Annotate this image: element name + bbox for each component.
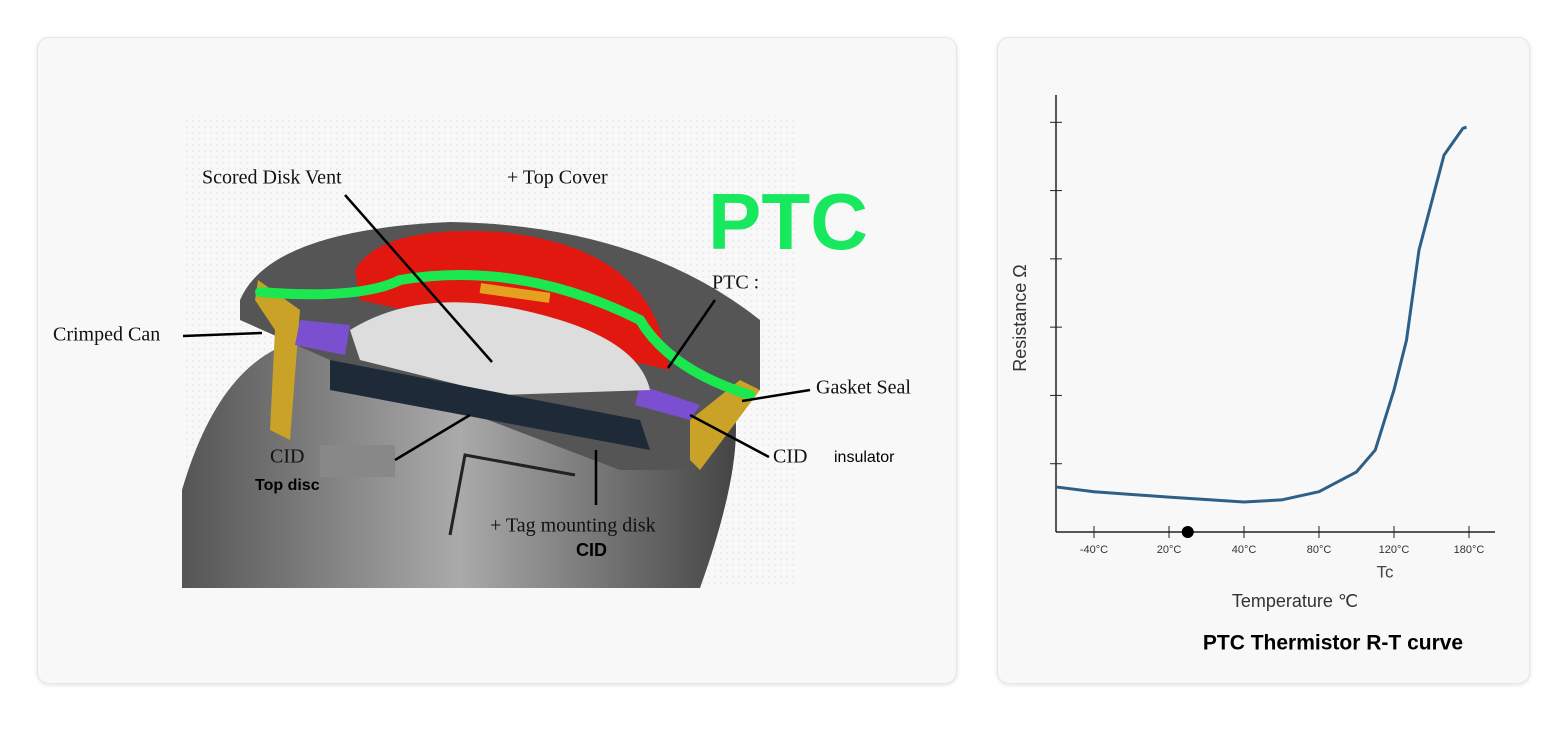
label: + Tag mounting disk — [490, 515, 656, 537]
marker-dot — [1181, 526, 1194, 538]
tag — [448, 453, 576, 536]
chart-title: PTC Thermistor R-T curve — [1203, 632, 1463, 655]
cid-disc — [330, 360, 650, 450]
x-tick-label: 40°C — [1232, 544, 1257, 556]
label: PTC : — [712, 272, 759, 294]
x-tick-label: 80°C — [1307, 544, 1332, 556]
rt-curve — [1055, 125, 1468, 504]
x-tick-label: -40°C — [1080, 544, 1108, 556]
label: CID — [576, 540, 607, 560]
label: insulator — [834, 449, 895, 466]
ptc-heading: PTC — [708, 177, 868, 266]
label: CID — [773, 446, 807, 468]
chart-card — [997, 37, 1530, 684]
label: Crimped Can — [53, 324, 160, 346]
label: Top disc — [255, 477, 320, 494]
x-tick-label: 20°C — [1157, 544, 1182, 556]
ptc-layer — [255, 270, 755, 400]
insulator-left — [295, 320, 350, 355]
label: + Top Cover — [507, 167, 608, 189]
label: Scored Disk Vent — [202, 167, 342, 189]
vent-disk — [350, 302, 650, 395]
y-axis-label: Resistance Ω — [1010, 264, 1030, 372]
tc-label: Tc — [1377, 562, 1395, 581]
leader-lines — [182, 194, 811, 505]
label: Gasket Seal — [816, 377, 911, 399]
x-axis-label: Temperature ℃ — [1232, 591, 1358, 611]
vent-slot — [479, 283, 551, 303]
redaction-box — [320, 445, 395, 477]
x-tick-label: 180°C — [1454, 544, 1485, 556]
gasket-right — [690, 380, 760, 470]
insulator-right — [635, 385, 700, 420]
label: CID — [270, 446, 304, 468]
gasket-left — [255, 280, 300, 440]
x-tick-label: 120°C — [1379, 544, 1410, 556]
